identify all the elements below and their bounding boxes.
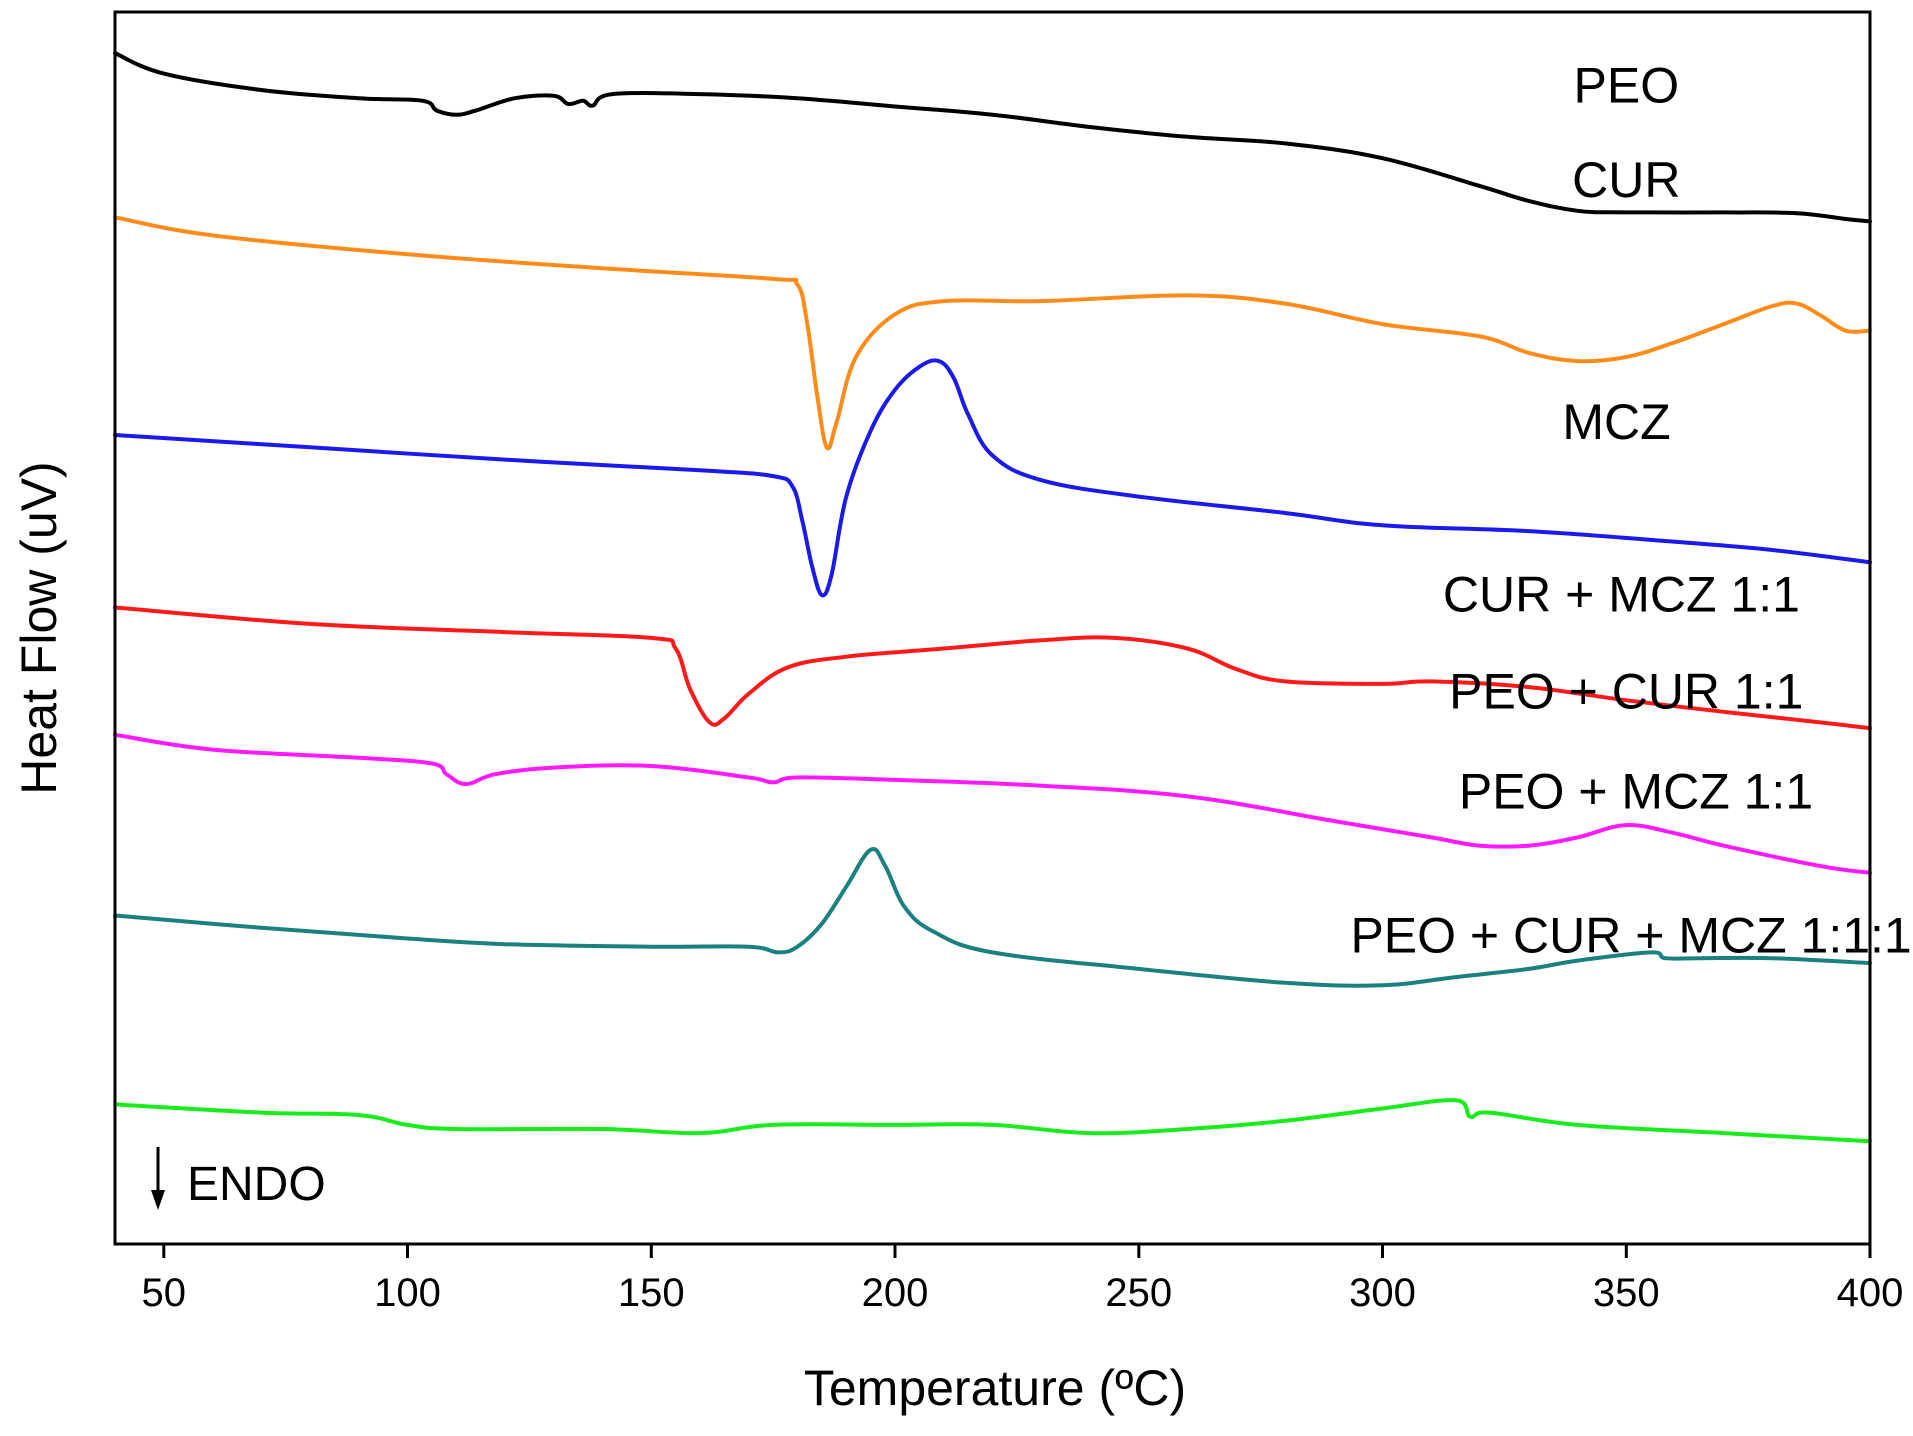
series-line-cur [113,215,1872,451]
x-tick-label-100: 100 [374,1271,441,1315]
series-label-peo-cur-mcz-1-1-1: PEO + CUR + MCZ 1:1:1 [1350,907,1911,963]
series-label-peo-cur-1-1: PEO + CUR 1:1 [1449,664,1803,720]
series-line-peo [113,51,1872,224]
series-line-peo-cur-mcz-1-1-1 [113,1098,1872,1144]
x-tick-label-400: 400 [1837,1271,1904,1315]
endo-arrow-head-icon [151,1190,165,1210]
series-line-peo-mcz-1-1 [113,847,1872,988]
x-axis-ticks: 50 100 150 200 250 300 350 400 [142,1244,1904,1315]
x-tick-label-300: 300 [1349,1271,1416,1315]
x-tick-label-150: 150 [618,1271,685,1315]
series-label-cur-mcz-1-1: CUR + MCZ 1:1 [1443,567,1800,623]
plot-frame [113,10,1872,1246]
x-tick-label-350: 350 [1593,1271,1660,1315]
y-axis-title: Heat Flow (uV) [11,461,67,794]
x-tick-label-50: 50 [142,1271,187,1315]
series-label-peo: PEO [1574,57,1680,113]
endo-label: ENDO [187,1158,326,1211]
series-label-peo-mcz-1-1: PEO + MCZ 1:1 [1459,764,1813,820]
series-line-cur-mcz-1-1 [113,605,1872,731]
series-layer [113,51,1872,1144]
series-line-peo-cur-1-1 [113,732,1872,875]
endo-annotation: ENDO [151,1147,326,1211]
series-line-mcz [113,358,1872,598]
series-label-mcz: MCZ [1562,394,1670,450]
series-labels: PEO CUR MCZ CUR + MCZ 1:1 PEO + CUR 1:1 PEO +… [1350,57,1911,963]
x-tick-label-200: 200 [862,1271,929,1315]
series-label-cur: CUR [1572,152,1680,208]
x-axis-title: Temperature (ºC) [804,1360,1186,1416]
x-tick-label-250: 250 [1105,1271,1172,1315]
